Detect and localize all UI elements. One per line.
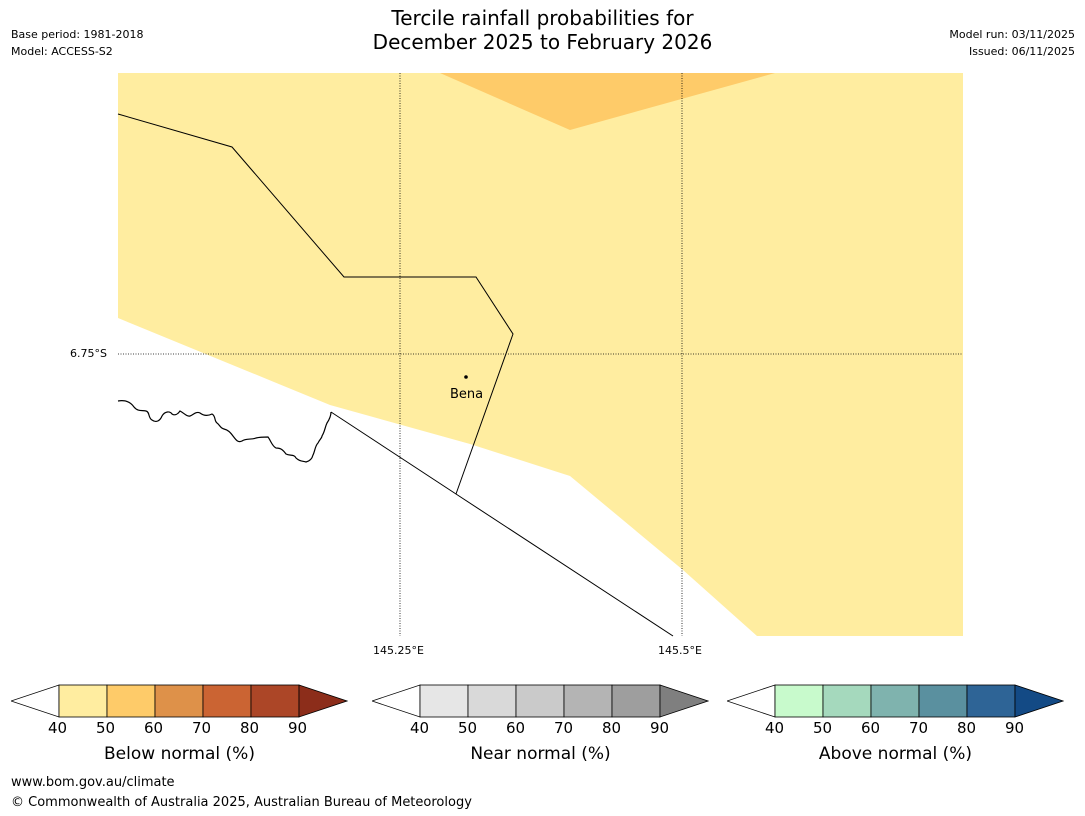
colorbar-segment: [250, 684, 300, 718]
cb-tick: 80: [957, 719, 977, 737]
colorbar-segment: [154, 684, 204, 718]
colorbar-upper-extension: [1014, 684, 1065, 718]
colorbar-segment: [515, 684, 565, 718]
cb-tick: 70: [909, 719, 929, 737]
longitude-label-1: 145.25°E: [373, 644, 424, 657]
footer-copyright: © Commonwealth of Australia 2025, Austra…: [11, 795, 472, 810]
longitude-label-2: 145.5°E: [658, 644, 702, 657]
colorbar-segment: [419, 684, 469, 718]
colorbar-segment: [870, 684, 920, 718]
legend-label-below: Below normal (%): [104, 744, 255, 764]
colorbar-segment: [58, 684, 108, 718]
legend-above-normal: 40 50 60 70 80 90 Above normal (%): [725, 684, 1065, 764]
colorbar-above-normal: [725, 684, 1065, 718]
cb-tick: 60: [506, 719, 526, 737]
below-normal-50-region: [118, 73, 963, 636]
cb-tick: 90: [650, 719, 670, 737]
colorbar-near-normal: [370, 684, 710, 718]
cb-tick: 50: [458, 719, 478, 737]
colorbar-upper-extension: [298, 684, 349, 718]
title-line-2: December 2025 to February 2026: [372, 30, 713, 54]
provincial-boundary: [117, 113, 514, 495]
colorbar-segment: [467, 684, 517, 718]
provincial-boundary-south: [330, 411, 674, 637]
colorbar-segment: [611, 684, 661, 718]
cb-tick: 80: [602, 719, 622, 737]
colorbar-segment: [822, 684, 872, 718]
coastline: [117, 400, 332, 463]
colorbar-segment: [966, 684, 1016, 718]
legend-below-normal: 40 50 60 70 80 90 Below normal (%): [9, 684, 349, 764]
colorbar-lower-extension: [9, 684, 60, 718]
issued-text: Issued: 06/11/2025: [968, 45, 1075, 58]
cb-tick: 90: [1005, 719, 1025, 737]
page-title: Tercile rainfall probabilities for Decem…: [0, 6, 1085, 54]
colorbar-lower-extension: [370, 684, 421, 718]
cb-tick: 90: [288, 719, 308, 737]
cb-tick: 50: [96, 719, 116, 737]
cb-tick: 70: [554, 719, 574, 737]
legend-near-normal: 40 50 60 70 80 90 Near normal (%): [370, 684, 710, 764]
cb-tick: 60: [861, 719, 881, 737]
legend-label-near: Near normal (%): [470, 744, 611, 764]
bena-marker: [464, 375, 468, 379]
title-line-1: Tercile rainfall probabilities for: [391, 6, 694, 30]
colorbar-segment: [106, 684, 156, 718]
colorbar-upper-extension: [659, 684, 710, 718]
colorbar-segment: [563, 684, 613, 718]
place-label-bena: Bena: [450, 387, 484, 402]
cb-tick: 40: [48, 719, 68, 737]
cb-tick: 50: [813, 719, 833, 737]
cb-tick: 40: [765, 719, 785, 737]
model-run-text: Model run: 03/11/2025: [949, 28, 1075, 41]
cb-tick: 40: [410, 719, 430, 737]
cb-tick: 70: [192, 719, 212, 737]
base-period-text: Base period: 1981-2018: [11, 28, 144, 41]
cb-tick: 60: [144, 719, 164, 737]
legend-label-above: Above normal (%): [818, 744, 973, 764]
footer-url[interactable]: www.bom.gov.au/climate: [11, 775, 175, 790]
latitude-label: 6.75°S: [70, 347, 107, 360]
colorbar-below-normal: [9, 684, 349, 718]
model-text: Model: ACCESS-S2: [11, 45, 113, 58]
below-normal-60-region: [440, 73, 775, 130]
colorbar-lower-extension: [725, 684, 776, 718]
colorbar-segment: [774, 684, 824, 718]
colorbar-segment: [918, 684, 968, 718]
colorbar-segment: [202, 684, 252, 718]
cb-tick: 80: [240, 719, 260, 737]
rainfall-map: [117, 73, 963, 637]
